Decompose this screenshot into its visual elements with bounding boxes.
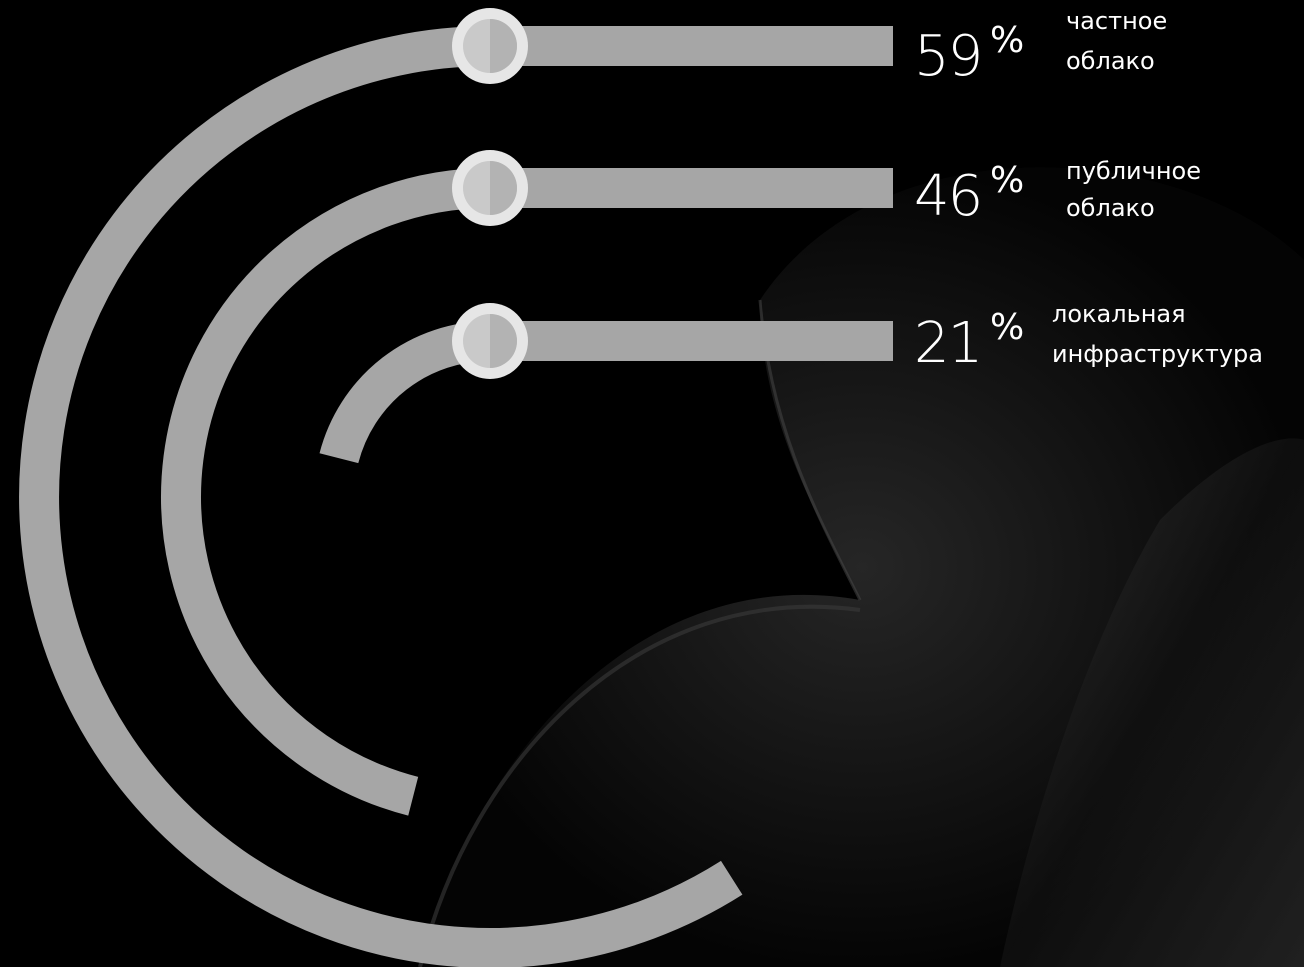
knob-shade-1 <box>490 161 517 215</box>
unit-sign: % <box>990 160 1024 201</box>
value-text: 46 <box>914 164 981 229</box>
chart-tracks <box>19 26 893 967</box>
arc-bar-0 <box>19 26 743 967</box>
label-line-1: локальная <box>1052 300 1186 328</box>
series-label-private-cloud: 59 % частное облако <box>914 7 1167 89</box>
label-line-1: частное <box>1066 7 1167 35</box>
label-line-2: инфраструктура <box>1052 340 1263 368</box>
chart-knobs <box>452 8 528 379</box>
series-label-public-cloud: 46 % публичное облако <box>914 157 1201 229</box>
arc-bar-1 <box>161 168 491 816</box>
horizontal-bar-1 <box>490 168 893 208</box>
series-label-local-infrastructure: 21 % локальная инфраструктура <box>914 300 1263 376</box>
label-line-2: облако <box>1066 47 1155 75</box>
value-text: 59 <box>914 24 981 89</box>
knob-shade-0 <box>490 19 517 73</box>
label-line-1: публичное <box>1066 157 1201 185</box>
unit-sign: % <box>990 307 1024 348</box>
horizontal-bar-2 <box>490 321 893 361</box>
value-text: 21 <box>914 311 981 376</box>
horizontal-bar-0 <box>490 26 893 66</box>
background-decoration <box>418 167 1304 967</box>
label-line-2: облако <box>1066 194 1155 222</box>
knob-shade-2 <box>490 314 517 368</box>
unit-sign: % <box>990 20 1024 61</box>
